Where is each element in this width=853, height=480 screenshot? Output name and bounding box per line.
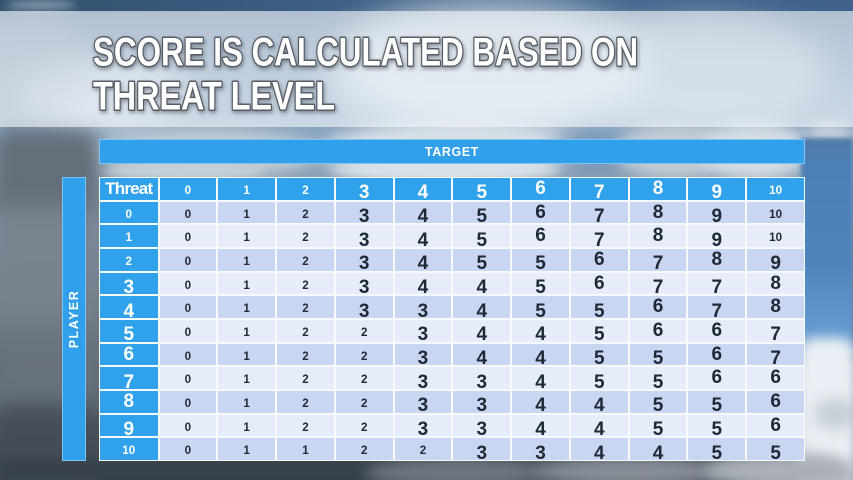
- svg-text:THREAT LEVEL: THREAT LEVEL: [93, 75, 335, 119]
- svg-text:SCORE IS CALCULATED BASED ON: SCORE IS CALCULATED BASED ON: [93, 31, 638, 75]
